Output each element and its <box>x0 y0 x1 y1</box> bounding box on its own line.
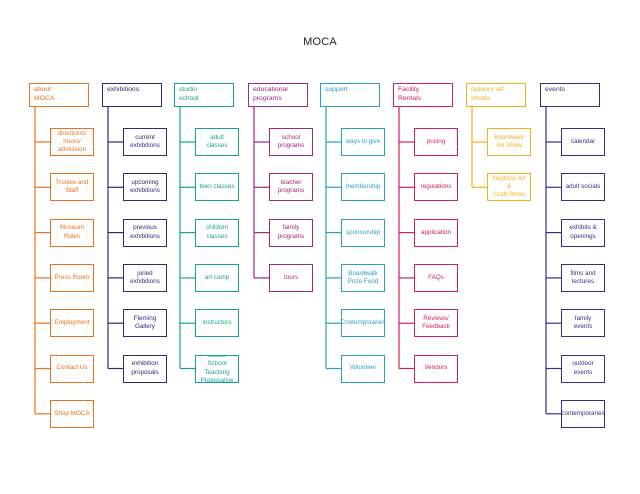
node-events-4: family events <box>561 309 605 338</box>
node-support-1: membership <box>341 173 385 202</box>
node-about-6: Shop MOCA <box>50 399 94 428</box>
column-header-studio: studio school <box>174 83 234 107</box>
node-about-5: Contact Us <box>50 354 94 383</box>
node-educational-1: teacher programs <box>269 173 313 202</box>
diagram-title: MOCA <box>303 36 337 48</box>
column-header-facility: Facility Rentals <box>393 83 453 107</box>
node-facility-5: Vendors <box>414 354 458 383</box>
node-exhibitions-4: Fleming Gallery <box>123 309 167 338</box>
node-support-2: sponsorship <box>341 218 385 247</box>
node-support-4: Contemporaries <box>341 309 385 338</box>
node-events-2: exhibits & openings <box>561 218 605 247</box>
node-support-3: Boardwalk Prize Fund <box>341 263 385 292</box>
node-exhibitions-1: upcoming exhibitions <box>123 173 167 202</box>
node-about-0: directions/ hours/ admission <box>50 128 94 156</box>
node-facility-2: application <box>414 218 458 247</box>
node-events-5: outdoor events <box>561 354 605 383</box>
node-educational-0: school programs <box>269 128 313 156</box>
column-header-exhibitions: exhibitions <box>102 83 162 107</box>
node-outdoor-1: Neptune Art & Craft Show <box>487 173 531 202</box>
node-events-1: adult socials <box>561 173 605 202</box>
node-about-3: Press Room <box>50 263 94 292</box>
column-header-outdoor: outdoor art shows <box>466 83 526 107</box>
node-about-4: Employment <box>50 309 94 338</box>
node-support-5: Volunteer <box>341 354 385 383</box>
node-exhibitions-2: previous exhibitions <box>123 218 167 247</box>
node-facility-3: FAQs <box>414 263 458 292</box>
column-header-educational: educational programs <box>248 83 308 107</box>
node-about-1: Trustes and Staff <box>50 173 94 202</box>
node-about-2: Museum Rules <box>50 218 94 247</box>
node-events-0: calendar <box>561 128 605 156</box>
node-studio-4: instructors <box>195 309 239 338</box>
column-header-support: support <box>320 83 380 107</box>
node-exhibitions-0: current exhibitions <box>123 128 167 156</box>
node-studio-0: adult classes <box>195 128 239 156</box>
node-outdoor-0: Boardwalk Art Show <box>487 128 531 156</box>
node-studio-2: children classes <box>195 218 239 247</box>
node-exhibitions-5: exhibition proposals <box>123 354 167 383</box>
column-header-events: events <box>540 83 600 107</box>
node-studio-3: art camp <box>195 263 239 292</box>
node-facility-0: pricing <box>414 128 458 156</box>
node-educational-3: tours <box>269 263 313 292</box>
node-support-0: ways to give <box>341 128 385 156</box>
node-studio-1: teen classes <box>195 173 239 202</box>
node-events-6: contemporaries <box>561 399 605 428</box>
node-exhibitions-3: juried exhibitions <box>123 263 167 292</box>
column-header-about: about MOCA <box>29 83 89 107</box>
node-studio-5: Studio School Teaching Proposalsw <box>195 354 239 383</box>
node-events-3: films and lectures <box>561 263 605 292</box>
node-facility-1: regulations <box>414 173 458 202</box>
node-educational-2: family programs <box>269 218 313 247</box>
node-facility-4: Reviews/ Feedback <box>414 309 458 338</box>
